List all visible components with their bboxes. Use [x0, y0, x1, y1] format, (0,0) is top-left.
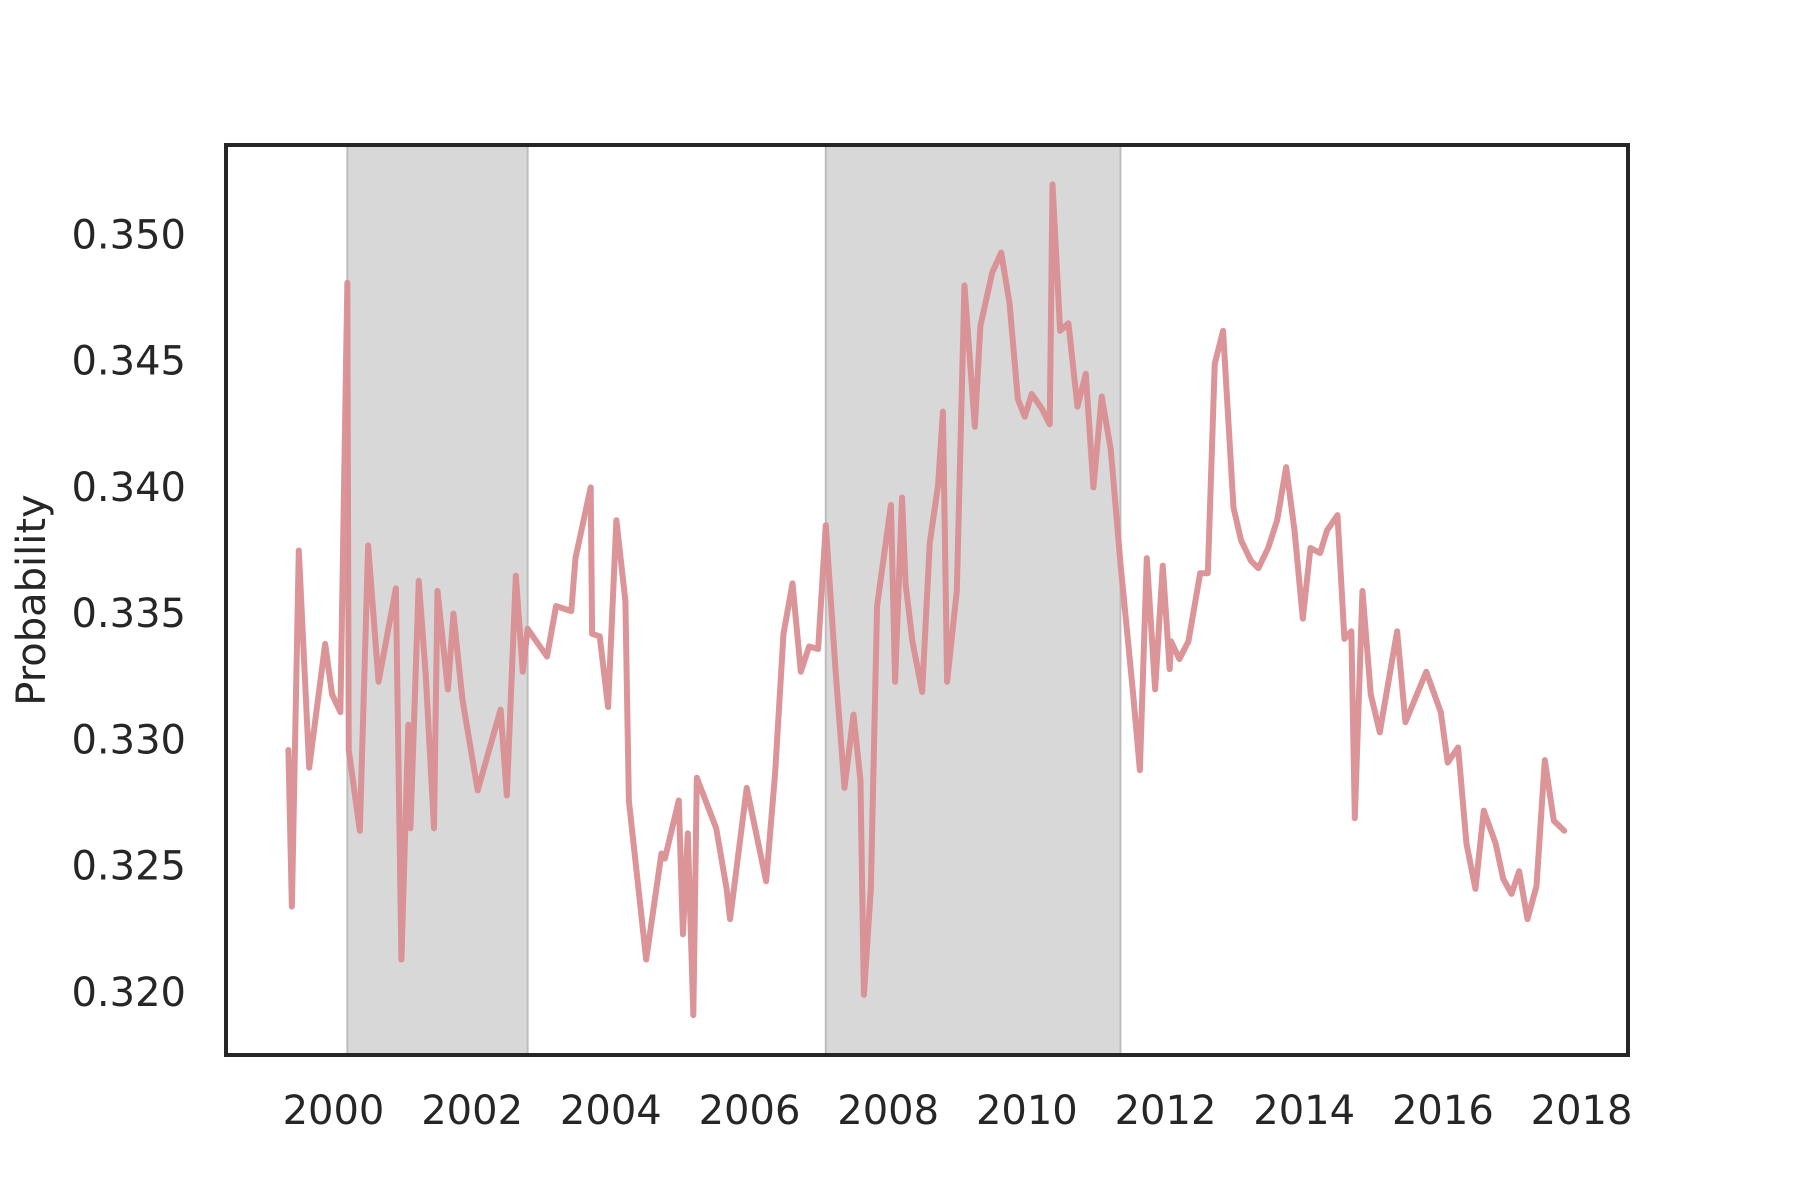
y-axis-label: Probability — [9, 494, 55, 705]
x-tick-label: 2010 — [976, 1088, 1078, 1134]
y-tick-label: 0.320 — [71, 970, 186, 1016]
x-tick-label: 2002 — [421, 1088, 523, 1134]
x-tick-label: 2006 — [699, 1088, 801, 1134]
y-tick-label: 0.350 — [71, 212, 186, 258]
x-tick-label: 2000 — [283, 1088, 385, 1134]
y-tick-label: 0.345 — [71, 339, 186, 385]
data-line — [285, 181, 1568, 1019]
y-tick-label: 0.340 — [71, 465, 186, 511]
y-tick-label: 0.335 — [71, 591, 186, 637]
y-tick-label: 0.325 — [71, 844, 186, 890]
plot-frame — [224, 143, 1630, 1057]
x-tick-label: 2004 — [560, 1088, 662, 1134]
x-tick-label: 2012 — [1115, 1088, 1217, 1134]
shaded-span — [824, 144, 1122, 1056]
x-tick-label: 2018 — [1531, 1088, 1633, 1134]
y-tick-label: 0.330 — [71, 717, 186, 763]
x-tick-label: 2008 — [837, 1088, 939, 1134]
x-tick-label: 2014 — [1253, 1088, 1355, 1134]
x-tick-label: 2016 — [1392, 1088, 1494, 1134]
